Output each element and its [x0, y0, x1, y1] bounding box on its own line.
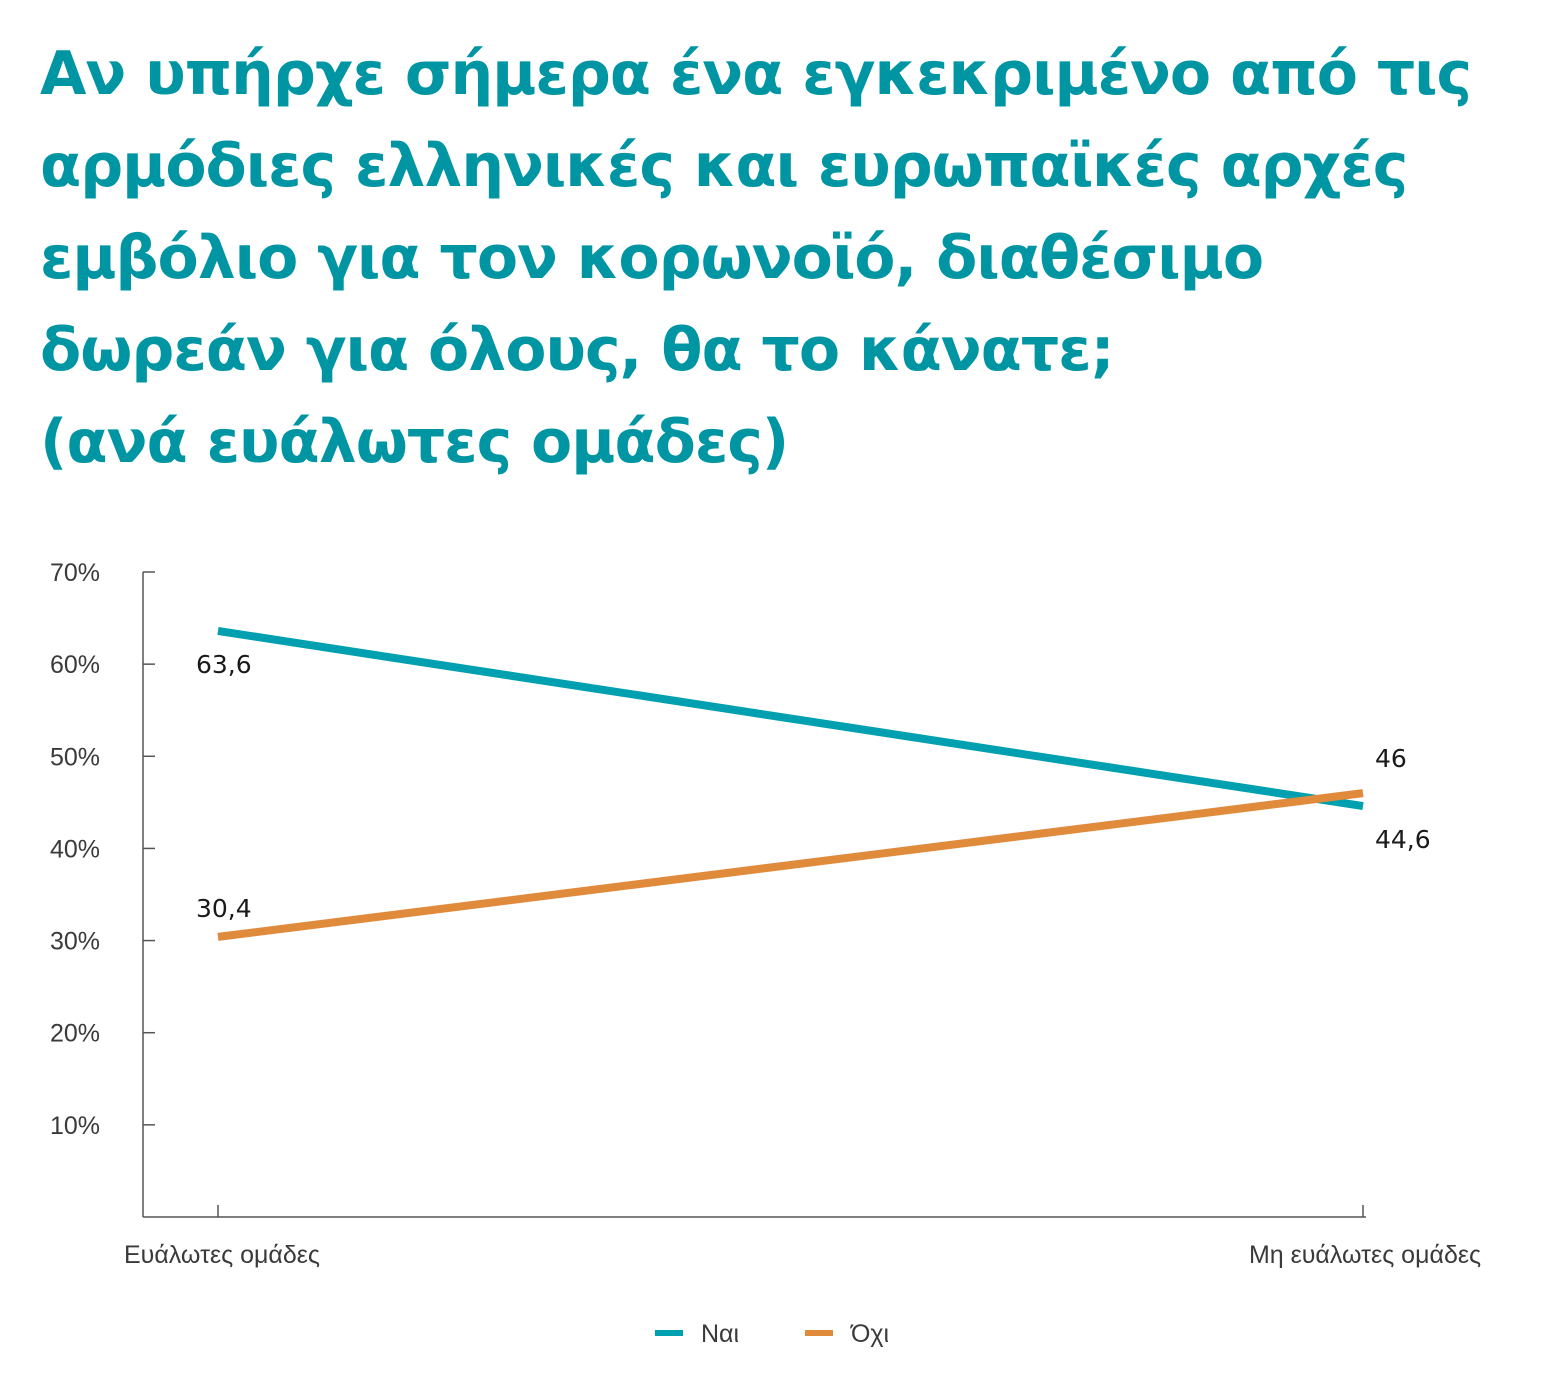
legend-label: Όχι [850, 1320, 889, 1348]
chart-title-line: (ανά ευάλωτες ομάδες) [40, 407, 789, 477]
y-tick-label: 40% [50, 835, 100, 863]
chart-legend: Ναι Όχι [655, 1320, 889, 1348]
chart-data-labels: 63,6 44,6 30,4 46 [196, 650, 1431, 923]
data-label: 30,4 [196, 894, 252, 923]
y-tick-label: 60% [50, 651, 100, 679]
legend-label: Ναι [701, 1320, 739, 1348]
x-category-label: Ευάλωτες ομάδες [124, 1241, 320, 1269]
chart-title: Αν υπήρχε σήμερα ένα εγκεκριμένο από τις… [40, 28, 1520, 488]
chart-title-line: εμβόλιο για τον κορωνοϊό, διαθέσιμο [40, 223, 1264, 293]
data-label: 63,6 [196, 650, 252, 679]
series-line-ochi [217, 789, 1364, 941]
y-tick-label: 70% [50, 559, 100, 587]
chart-title-line: αρμόδιες ελληνικές και ευρωπαϊκές αρχές [40, 131, 1408, 201]
chart-title-line: Αν υπήρχε σήμερα ένα εγκεκριμένο από τις [40, 39, 1472, 109]
chart-axes: 10% 20% 30% 40% 50% 60% 70% Ευάλωτες ομάδες Μη ε… [50, 559, 1481, 1269]
x-category-label: Μη ευάλωτες ομάδες [1249, 1241, 1481, 1269]
y-tick-label: 30% [50, 928, 100, 956]
chart-series [217, 627, 1364, 941]
y-tick-label: 10% [50, 1112, 100, 1140]
chart-title-line: δωρεάν για όλους, θα το κάνατε; [40, 315, 1115, 385]
data-label: 46 [1375, 744, 1407, 773]
series-line-nai [217, 627, 1364, 810]
y-tick-label: 20% [50, 1020, 100, 1048]
y-tick-label: 50% [50, 743, 100, 771]
data-label: 44,6 [1375, 825, 1431, 854]
